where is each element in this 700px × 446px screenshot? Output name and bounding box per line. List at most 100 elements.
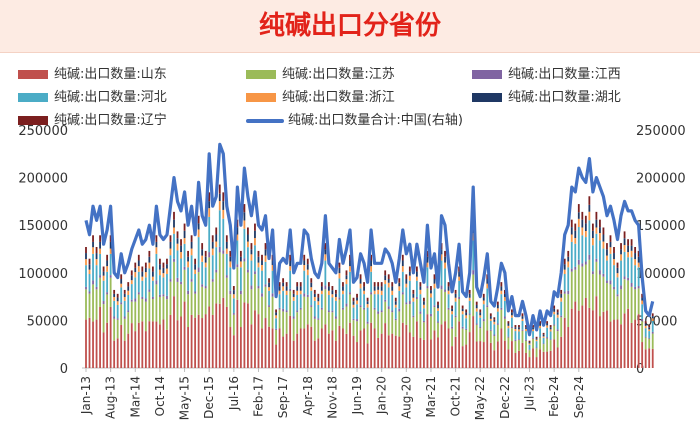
bar-shandong bbox=[176, 320, 179, 368]
bar-shandong bbox=[518, 350, 520, 368]
bar-zhejiang bbox=[532, 329, 534, 332]
bar-hubei bbox=[127, 286, 130, 291]
bar-hubei bbox=[331, 290, 334, 295]
bar-zhejiang bbox=[299, 290, 302, 295]
bar-liaoning bbox=[366, 297, 369, 302]
bar-hubei bbox=[120, 279, 123, 284]
bar-liaoning bbox=[521, 313, 524, 317]
bar-jiangxi bbox=[479, 327, 482, 329]
bar-shandong bbox=[475, 341, 478, 368]
bar-jiangsu bbox=[85, 289, 87, 320]
bar-liaoning bbox=[335, 289, 337, 294]
bar-liaoning bbox=[218, 184, 221, 194]
bar-hubei bbox=[169, 241, 172, 249]
bar-jiangsu bbox=[296, 312, 299, 334]
bar-hubei bbox=[278, 286, 281, 291]
bar-jiangxi bbox=[310, 305, 313, 307]
bar-hebei bbox=[356, 304, 358, 320]
bar-zhejiang bbox=[303, 264, 306, 271]
bar-jiangsu bbox=[609, 284, 612, 322]
bar-jiangxi bbox=[606, 280, 608, 284]
bar-shandong bbox=[123, 340, 126, 368]
bar-jiangxi bbox=[525, 339, 527, 341]
bar-hubei bbox=[151, 271, 154, 277]
bar-hubei bbox=[148, 256, 151, 263]
bar-jiangsu bbox=[324, 289, 327, 325]
bar-jiangxi bbox=[549, 339, 552, 341]
bar-liaoning bbox=[299, 282, 302, 287]
bar-jiangxi bbox=[335, 316, 337, 319]
bar-jiangsu bbox=[394, 320, 397, 336]
bar-shandong bbox=[440, 324, 443, 368]
bar-hebei bbox=[581, 235, 584, 264]
bar-jiangsu bbox=[363, 309, 365, 329]
bar-jiangxi bbox=[461, 326, 464, 329]
legend-label-shandong: 纯碱:出口数量:山东 bbox=[54, 67, 167, 82]
bar-zhejiang bbox=[278, 290, 281, 295]
bar-hebei bbox=[412, 301, 415, 316]
bar-jiangxi bbox=[317, 318, 320, 320]
bar-jiangsu bbox=[239, 294, 242, 328]
bar-hubei bbox=[532, 327, 534, 330]
bar-hebei bbox=[377, 294, 380, 312]
bar-jiangsu bbox=[602, 276, 605, 312]
bar-jiangsu bbox=[539, 337, 541, 350]
bar-shandong bbox=[345, 333, 348, 368]
bar-jiangsu bbox=[243, 261, 246, 303]
legend-label-zhejiang: 纯碱:出口数量:浙江 bbox=[282, 90, 395, 105]
bar-zhejiang bbox=[433, 283, 436, 289]
bar-shandong bbox=[419, 337, 422, 368]
bar-zhejiang bbox=[472, 233, 475, 241]
bar-hubei bbox=[570, 227, 573, 235]
bar-hubei bbox=[289, 260, 292, 267]
bar-hebei bbox=[166, 274, 168, 296]
bar-zhejiang bbox=[567, 261, 570, 268]
bar-hebei bbox=[574, 243, 577, 267]
bar-zhejiang bbox=[285, 290, 288, 296]
bar-hubei bbox=[423, 301, 425, 305]
bar-jiangsu bbox=[261, 296, 263, 329]
bar-shandong bbox=[303, 328, 306, 368]
bar-liaoning bbox=[609, 235, 612, 242]
bar-jiangxi bbox=[338, 297, 341, 300]
bar-hubei bbox=[451, 308, 453, 312]
bar-hebei bbox=[507, 328, 510, 337]
bar-hebei bbox=[408, 280, 411, 302]
bar-jiangsu bbox=[155, 284, 158, 322]
bar-hebei bbox=[468, 300, 471, 314]
bar-hebei bbox=[630, 257, 633, 283]
bar-zhejiang bbox=[574, 238, 577, 244]
bar-jiangxi bbox=[553, 324, 556, 326]
bar-jiangxi bbox=[454, 315, 457, 318]
bar-shandong bbox=[648, 348, 651, 368]
bar-shandong bbox=[373, 328, 376, 368]
y-right-tick-label: 200000 bbox=[636, 172, 686, 187]
bar-zhejiang bbox=[222, 209, 225, 219]
bar-hubei bbox=[243, 212, 246, 221]
bar-zhejiang bbox=[373, 290, 376, 295]
bar-hebei bbox=[595, 233, 598, 259]
bar-zhejiang bbox=[584, 230, 587, 238]
bar-jiangxi bbox=[532, 337, 534, 339]
bar-jiangsu bbox=[489, 330, 492, 343]
bar-jiangxi bbox=[511, 327, 513, 329]
bar-liaoning bbox=[296, 282, 299, 287]
bar-hebei bbox=[345, 284, 348, 304]
bar-shandong bbox=[549, 350, 552, 368]
bar-zhejiang bbox=[482, 300, 485, 305]
bar-hebei bbox=[503, 300, 506, 317]
bar-jiangsu bbox=[201, 286, 204, 319]
bar-jiangsu bbox=[356, 321, 358, 343]
bar-zhejiang bbox=[521, 318, 524, 322]
legend-label-hebei: 纯碱:出口数量:河北 bbox=[54, 90, 167, 105]
bar-shandong bbox=[113, 340, 116, 368]
bar-zhejiang bbox=[159, 269, 161, 276]
bar-hubei bbox=[465, 312, 468, 316]
bar-shandong bbox=[426, 314, 429, 368]
bar-zhejiang bbox=[208, 208, 211, 217]
bar-zhejiang bbox=[144, 272, 147, 278]
bar-shandong bbox=[296, 333, 299, 368]
bar-jiangsu bbox=[345, 306, 348, 334]
bar-zhejiang bbox=[243, 220, 246, 229]
bar-zhejiang bbox=[363, 290, 365, 295]
